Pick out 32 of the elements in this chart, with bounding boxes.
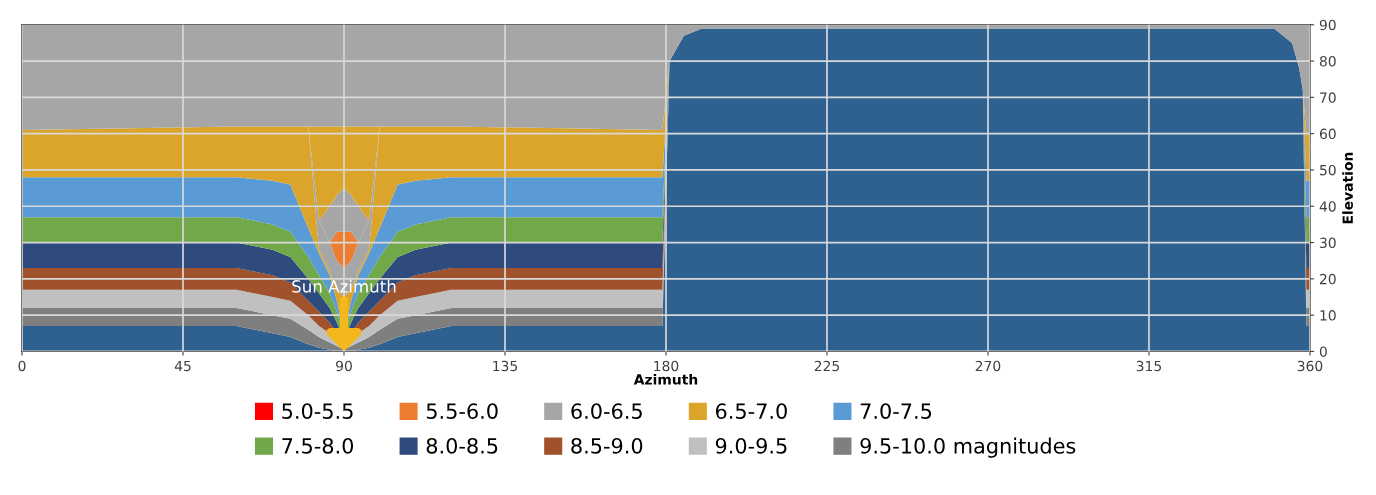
- legend-label: 5.5-6.0: [426, 403, 498, 419]
- y-tick-label: 80: [1319, 56, 1336, 67]
- x-tick-label: 360: [1297, 360, 1323, 372]
- x-tick-label: 45: [174, 360, 191, 372]
- legend-label: 7.0-7.5: [860, 403, 932, 419]
- x-tick-label: 0: [18, 360, 26, 372]
- y-tick-label: 50: [1320, 164, 1336, 176]
- x-tick-label: 90: [336, 360, 352, 372]
- x-axis-title: Azimuth: [633, 373, 698, 385]
- legend-label: 6.5-7.0: [715, 403, 787, 419]
- annotation: Sun Azimuth: [292, 279, 396, 293]
- x-tick-label: 225: [814, 360, 840, 372]
- y-tick-label: 0: [1319, 346, 1327, 357]
- y-axis-title: Elevation: [1342, 152, 1353, 224]
- x-tick-label: 270: [975, 360, 1001, 372]
- y-tick-label: 10: [1320, 310, 1336, 321]
- x-tick-label: 180: [654, 360, 679, 372]
- legend-label: 8.0-8.5: [426, 437, 498, 454]
- legend-label: 7.5-8.0: [282, 437, 354, 454]
- legend-label: 9.0-9.5: [715, 437, 787, 454]
- legend-label: 9.5-10.0 magnitudes: [860, 437, 1076, 458]
- legend-label: 5.0-5.5: [282, 403, 353, 419]
- y-tick-label: 30: [1320, 237, 1336, 249]
- x-tick-label: 315: [1136, 360, 1161, 372]
- y-tick-label: 20: [1320, 273, 1336, 285]
- y-tick-label: 70: [1320, 92, 1336, 103]
- legend-label: 6.0-6.5: [571, 403, 642, 419]
- y-tick-label: 90: [1319, 19, 1336, 31]
- legend-label: 8.5-9.0: [571, 437, 643, 454]
- x-tick-label: 135: [493, 360, 518, 372]
- y-tick-label: 40: [1319, 201, 1336, 212]
- y-tick-label: 60: [1319, 128, 1336, 140]
